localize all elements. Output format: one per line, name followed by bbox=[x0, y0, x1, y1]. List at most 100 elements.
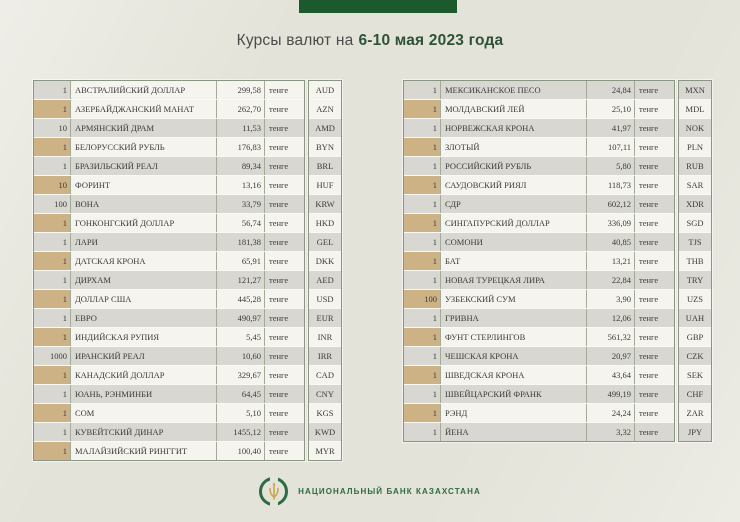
currency-name-cell: АВСТРАЛИЙСКИЙ ДОЛЛАР bbox=[70, 81, 216, 99]
table-row-code: ZAR bbox=[679, 403, 711, 422]
currency-code-cell: IRR bbox=[317, 351, 333, 361]
currency-code-cell: XDR bbox=[686, 199, 704, 209]
unit-cell: тенге bbox=[264, 195, 304, 213]
unit-cell: тенге bbox=[634, 119, 674, 137]
table-row: 1 ИНДИЙСКАЯ РУПИЯ 5,45 тенге bbox=[34, 327, 304, 346]
quantity-cell: 1 bbox=[404, 328, 440, 346]
currency-name-cell: РОССИЙСКИЙ РУБЛЬ bbox=[440, 157, 586, 175]
quantity-cell: 1 bbox=[432, 389, 437, 399]
table-row-code: IRR bbox=[309, 346, 341, 365]
table-row: 1 БРАЗИЛЬСКИЙ РЕАЛ 89,34 тенге bbox=[34, 156, 304, 175]
currency-code-cell: SEK bbox=[686, 370, 704, 380]
table-row: 1 ЗЛОТЫЙ 107,11 тенге bbox=[404, 137, 674, 156]
currency-name-cell: ФОРИНТ bbox=[70, 176, 216, 194]
table-row: 1 ШВЕЙЦАРСКИЙ ФРАНК 499,19 тенге bbox=[404, 384, 674, 403]
currency-name-cell: КУВЕЙТСКИЙ ДИНАР bbox=[70, 423, 216, 441]
unit-cell: тенге bbox=[264, 404, 304, 422]
currency-name-cell: ГРИВНА bbox=[440, 309, 586, 327]
quantity-cell: 1 bbox=[432, 351, 437, 361]
currency-table-left-main: 1 АВСТРАЛИЙСКИЙ ДОЛЛАР 299,58 тенге 1 АЗЕРБАЙ… bbox=[33, 80, 305, 461]
currency-code-cell: KGS bbox=[316, 408, 334, 418]
table-row-code: CNY bbox=[309, 384, 341, 403]
quantity-cell: 1 bbox=[432, 427, 437, 437]
currency-code-cell: JPY bbox=[687, 427, 703, 437]
rate-cell: 12,06 bbox=[586, 309, 634, 327]
rate-cell: 33,79 bbox=[216, 195, 264, 213]
currency-code-cell: BRL bbox=[316, 161, 334, 171]
table-row-code: USD bbox=[309, 289, 341, 308]
currency-code-cell: UAH bbox=[685, 313, 705, 323]
rate-cell: 22,84 bbox=[586, 271, 634, 289]
currency-name-cell: НОРВЕЖСКАЯ КРОНА bbox=[440, 119, 586, 137]
rate-cell: 181,38 bbox=[216, 233, 264, 251]
currency-code-cell: EUR bbox=[316, 313, 334, 323]
quantity-cell: 1 bbox=[34, 252, 70, 270]
unit-cell: тенге bbox=[634, 157, 674, 175]
table-row: 1 ДИРХАМ 121,27 тенге bbox=[34, 270, 304, 289]
table-row: 1 БЕЛОРУССКИЙ РУБЛЬ 176,83 тенге bbox=[34, 137, 304, 156]
currency-code-cell: CZK bbox=[686, 351, 704, 361]
quantity-cell: 1 bbox=[432, 199, 437, 209]
currency-code-cell: INR bbox=[317, 332, 333, 342]
quantity-cell: 10 bbox=[58, 123, 68, 133]
currency-table-right-main: 1 МЕКСИКАНСКОЕ ПЕСО 24,84 тенге 1 МОЛДАВСКИЙ … bbox=[403, 80, 675, 442]
currency-code-cell: KWD bbox=[314, 427, 336, 437]
table-row-code: KWD bbox=[309, 422, 341, 441]
currency-code-cell: AMD bbox=[315, 123, 335, 133]
table-row: 1 АЗЕРБАЙДЖАНСКИЙ МАНАТ 262,70 тенге bbox=[34, 99, 304, 118]
currency-code-cell: NOK bbox=[685, 123, 705, 133]
table-row-code: GEL bbox=[309, 232, 341, 251]
currency-code-cell: THB bbox=[686, 256, 704, 266]
rate-cell: 336,09 bbox=[586, 214, 634, 232]
rate-cell: 262,70 bbox=[216, 100, 264, 118]
unit-cell: тенге bbox=[634, 81, 674, 99]
quantity-cell: 1 bbox=[34, 404, 70, 422]
currency-code-cell: HKD bbox=[315, 218, 335, 228]
currency-code-cell: RUB bbox=[686, 161, 704, 171]
table-row: 10 АРМЯНСКИЙ ДРАМ 11,53 тенге bbox=[34, 118, 304, 137]
currency-name-cell: СОМОНИ bbox=[440, 233, 586, 251]
rate-cell: 24,84 bbox=[586, 81, 634, 99]
quantity-cell: 1 bbox=[432, 313, 437, 323]
quantity-cell: 1 bbox=[432, 85, 437, 95]
currency-code-cell: PLN bbox=[686, 142, 704, 152]
table-row: 1 ЧЕШСКАЯ КРОНА 20,97 тенге bbox=[404, 346, 674, 365]
currency-code-cell: AED bbox=[316, 275, 334, 285]
table-row-code: CAD bbox=[309, 365, 341, 384]
currency-name-cell: УЗБЕКСКИЙ СУМ bbox=[440, 290, 586, 308]
currency-code-cell: AUD bbox=[315, 85, 335, 95]
currency-code-cell: MYR bbox=[315, 446, 335, 456]
unit-cell: тенге bbox=[264, 347, 304, 365]
rate-cell: 499,19 bbox=[586, 385, 634, 403]
rate-cell: 89,34 bbox=[216, 157, 264, 175]
unit-cell: тенге bbox=[634, 100, 674, 118]
quantity-cell: 1 bbox=[404, 252, 440, 270]
table-row: 1 АВСТРАЛИЙСКИЙ ДОЛЛАР 299,58 тенге bbox=[34, 81, 304, 99]
unit-cell: тенге bbox=[634, 195, 674, 213]
quantity-cell: 1 bbox=[34, 138, 70, 156]
table-row-code: INR bbox=[309, 327, 341, 346]
unit-cell: тенге bbox=[634, 404, 674, 422]
currency-name-cell: МЕКСИКАНСКОЕ ПЕСО bbox=[440, 81, 586, 99]
table-row: 100 ВОНА 33,79 тенге bbox=[34, 194, 304, 213]
table-row-code: AUD bbox=[309, 81, 341, 99]
table-row: 1 САУДОВСКИЙ РИЯЛ 118,73 тенге bbox=[404, 175, 674, 194]
unit-cell: тенге bbox=[264, 252, 304, 270]
currency-code-cell: CNY bbox=[316, 389, 334, 399]
currency-name-cell: ЕВРО bbox=[70, 309, 216, 327]
footer: НАЦИОНАЛЬНЫЙ БАНК КАЗАХСТАНА bbox=[0, 474, 740, 508]
currency-code-cell: SGD bbox=[686, 218, 704, 228]
quantity-cell: 1 bbox=[62, 161, 67, 171]
unit-cell: тенге bbox=[634, 252, 674, 270]
table-row: 10 ФОРИНТ 13,16 тенге bbox=[34, 175, 304, 194]
quantity-cell: 1000 bbox=[50, 351, 67, 361]
unit-cell: тенге bbox=[634, 423, 674, 441]
table-row: 1 СИНГАПУРСКИЙ ДОЛЛАР 336,09 тенге bbox=[404, 213, 674, 232]
unit-cell: тенге bbox=[264, 423, 304, 441]
quantity-cell: 1 bbox=[34, 290, 70, 308]
table-row-code: AZN bbox=[309, 99, 341, 118]
currency-code-cell: SAR bbox=[686, 180, 704, 190]
table-row-code: AED bbox=[309, 270, 341, 289]
table-row-code: JPY bbox=[679, 422, 711, 441]
unit-cell: тенге bbox=[634, 214, 674, 232]
